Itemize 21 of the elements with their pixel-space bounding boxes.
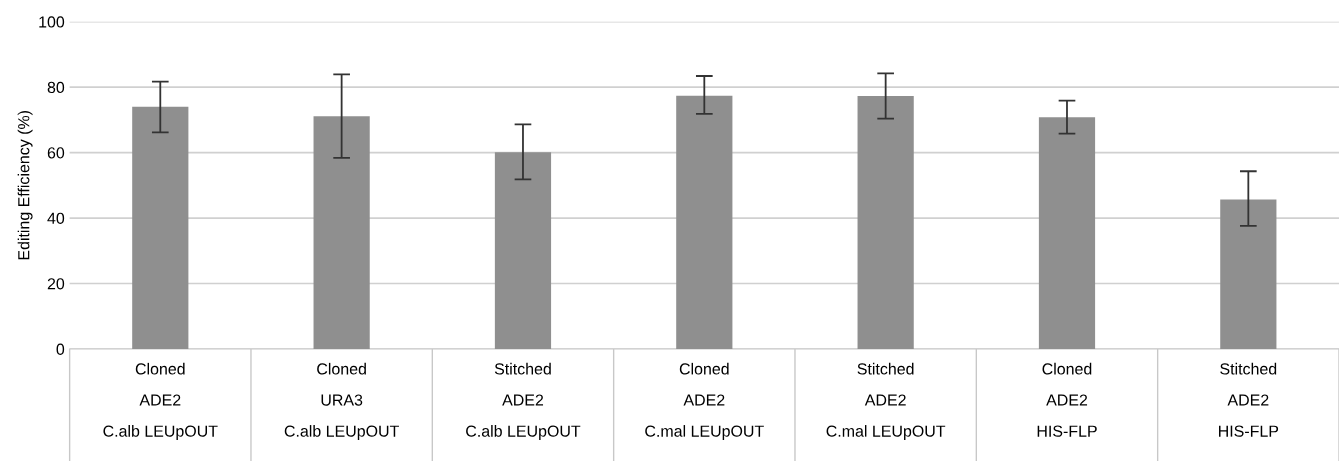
- category-label: Cloned ADE2 C.mal LEUpOUT: [645, 362, 764, 440]
- y-axis-title: Editing Efficiency (%): [17, 111, 33, 260]
- y-tick-label: 40: [47, 212, 65, 224]
- bar: [132, 106, 189, 349]
- bar: [676, 95, 733, 349]
- category-label: Cloned ADE2 HIS-FLP: [1037, 362, 1097, 437]
- category-label: Stitched ADE2 HIS-FLP: [1219, 362, 1279, 437]
- y-tick-label: 60: [47, 147, 65, 159]
- category-label: Stitched ADE2 C.mal LEUpOUT: [826, 362, 946, 440]
- category-label: Stitched ADE2 C.alb LEUpOUT: [466, 362, 581, 440]
- y-tick-label: 80: [47, 81, 65, 94]
- bar: [494, 152, 552, 349]
- y-tick-label: 0: [56, 343, 65, 355]
- bar: [1038, 117, 1096, 349]
- bar: [857, 95, 914, 349]
- bar: [313, 116, 370, 349]
- category-label: Cloned URA3 C.alb LEUpOUT: [284, 362, 399, 440]
- category-label: Cloned ADE2 C.alb LEUpOUT: [103, 362, 218, 440]
- y-tick-label: 100: [39, 16, 65, 28]
- bar: [1220, 199, 1277, 349]
- y-tick-label: 20: [47, 278, 65, 290]
